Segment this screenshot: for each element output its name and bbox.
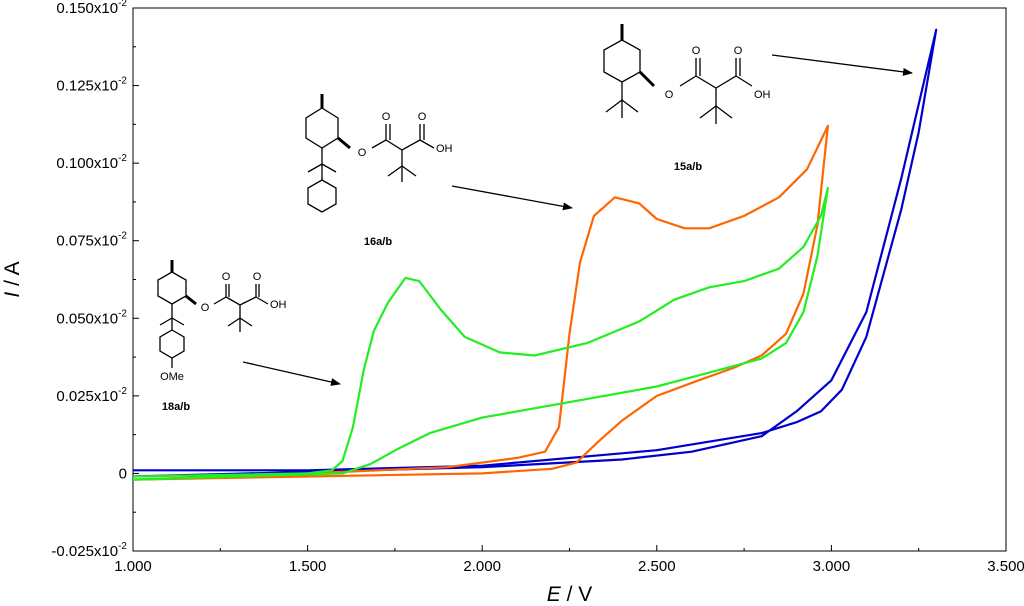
atom-o: O [692, 45, 701, 57]
atom-oh: OH [270, 299, 287, 311]
y-tick-label: 0.125x10-2 [56, 76, 127, 95]
dimethyl-benzyl [159, 304, 185, 330]
annotation-label: 16a/b [364, 236, 392, 248]
y-axis-title: I / A [1, 261, 24, 297]
ester-wedge [638, 70, 656, 88]
annotation-label: 18a/b [162, 401, 190, 413]
annotation-label: 15a/b [674, 161, 702, 173]
atom-o: O [665, 89, 674, 101]
atom-o: O [253, 271, 262, 283]
x-tick-label: 2.000 [463, 558, 501, 575]
atom-o: O [382, 111, 391, 123]
x-tick-label: 1.500 [289, 558, 327, 575]
tert-butyl [605, 82, 639, 118]
y-tick-label: 0.075x10-2 [56, 231, 127, 250]
annotation-arrow-18ab [242, 361, 341, 386]
structure-15ab: O O O OH [603, 24, 771, 124]
x-tick-label: 1.000 [114, 558, 152, 575]
structure-18ab: O O O OH OMe [157, 260, 287, 383]
atom-oh: OH [436, 143, 453, 155]
x-tick-label: 2.500 [638, 558, 676, 575]
atom-o: O [358, 147, 367, 159]
annotation-arrow-15ab [771, 54, 913, 76]
malonate-chain [213, 284, 269, 332]
x-tick-label: 3.000 [813, 558, 851, 575]
x-axis-title: E / V [547, 583, 593, 606]
ester-wedge [185, 294, 197, 306]
atom-o: O [201, 302, 210, 314]
series-line-2 [132, 186, 829, 481]
x-tick-label: 3.500 [987, 558, 1024, 575]
y-tick-label: 0.100x10-2 [56, 153, 127, 172]
atom-o: O [418, 111, 427, 123]
dimethyl-benzyl [307, 148, 337, 180]
atom-o: O [734, 45, 743, 57]
y-tick-label: 0.025x10-2 [56, 386, 127, 405]
y-tick-label: 0.050x10-2 [56, 308, 127, 327]
atom-o: O [222, 271, 231, 283]
structure-16ab: O O O OH [305, 94, 453, 213]
ester-wedge [337, 136, 351, 150]
phenyl-ring [307, 179, 337, 213]
atom-oh: OH [754, 89, 771, 101]
annotation-arrow-16ab [451, 185, 573, 211]
atom-ome: OMe [160, 371, 184, 383]
y-tick-label: -0.025x10-2 [51, 541, 127, 560]
malonate-chain [679, 58, 753, 124]
malonate-chain [371, 124, 435, 182]
series-line-0 [132, 28, 938, 478]
series-line-1 [132, 124, 829, 481]
y-tick-label: 0 [119, 465, 127, 482]
y-tick-label: 0.150x10-2 [56, 0, 127, 17]
series-group [132, 28, 938, 481]
